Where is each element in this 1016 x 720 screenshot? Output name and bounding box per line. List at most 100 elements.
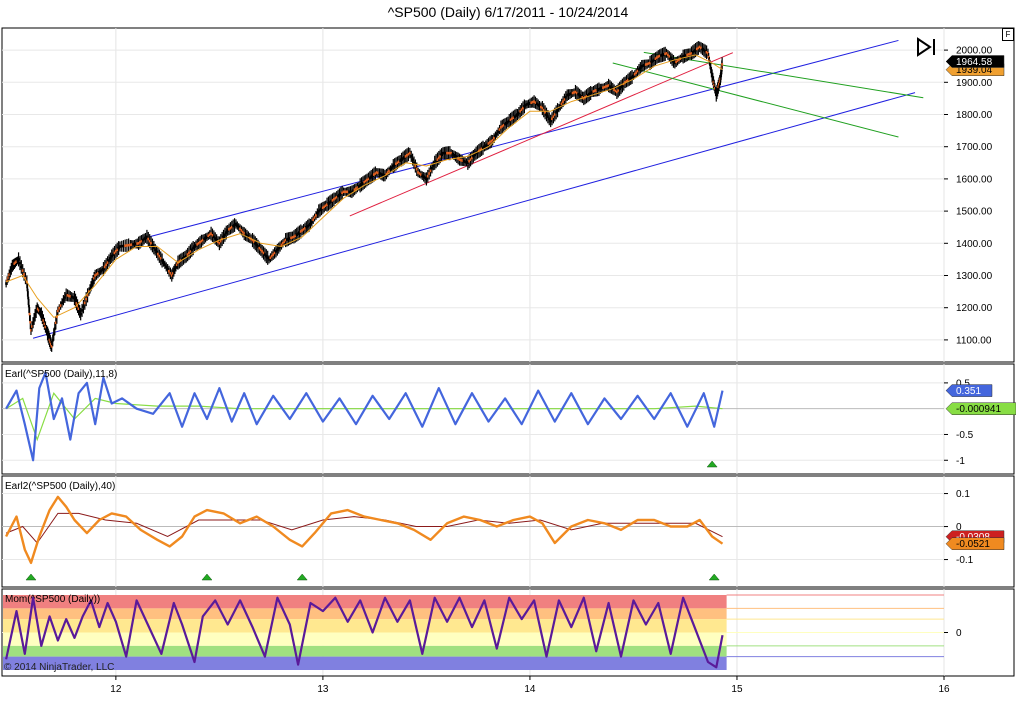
price-candle: [280, 243, 283, 247]
price-candle: [214, 237, 217, 240]
price-candle: [291, 236, 294, 239]
price-candle: [352, 189, 355, 192]
price-candle: [161, 259, 164, 262]
price-candle: [27, 304, 30, 308]
price-candle: [382, 173, 385, 177]
price-candle: [44, 325, 47, 329]
price-candle: [225, 231, 228, 234]
price-candle: [527, 102, 530, 106]
price-candle: [21, 269, 24, 272]
price-candle: [441, 151, 444, 155]
price-candle: [348, 190, 351, 194]
price-candle: [49, 340, 52, 344]
price-candle: [201, 238, 204, 242]
price-candle: [125, 244, 128, 247]
price-candle: [327, 202, 330, 205]
price-candle: [559, 104, 562, 108]
price-candle: [9, 270, 12, 274]
price-candle: [13, 262, 16, 265]
f-button[interactable]: F: [1002, 28, 1014, 41]
price-candle: [490, 140, 493, 143]
price-candle: [428, 172, 431, 175]
price-candle: [98, 270, 101, 274]
signal-arrow: [706, 460, 718, 468]
price-candle: [321, 206, 324, 210]
price-candle: [468, 159, 471, 163]
grid-lines: [2, 28, 945, 676]
price-candle: [516, 113, 519, 116]
price-candle: [54, 321, 57, 325]
price-candle: [170, 274, 173, 277]
price-candle: [85, 297, 88, 301]
momentum-band: [3, 656, 727, 670]
price-candle: [562, 100, 565, 103]
price-candle: [163, 263, 166, 267]
price-candle: [113, 251, 116, 255]
price-candle: [443, 151, 446, 155]
price-candle: [46, 332, 49, 335]
price-candle: [28, 312, 31, 316]
price-candle: [106, 261, 109, 264]
channel-line: [349, 52, 734, 217]
price-candle: [410, 155, 413, 158]
price-candle: [662, 53, 665, 56]
price-candle: [448, 151, 451, 155]
price-candle: [437, 156, 440, 160]
play-icon[interactable]: [916, 37, 938, 57]
price-candle: [669, 56, 672, 60]
price-candle: [339, 192, 342, 196]
price-candle: [93, 276, 96, 280]
y-tick-label: 1400.00: [956, 239, 993, 250]
price-candle: [415, 167, 418, 171]
price-candle: [331, 199, 334, 202]
price-candle: [147, 237, 150, 241]
price-candle: [378, 172, 381, 175]
axes-layer: 12 13 14 15 16 1100.00 1200.00 1300.00 1400.00 15…: [2, 46, 993, 695]
price-candle: [650, 60, 653, 64]
price-candle: [74, 299, 77, 303]
price-candle: [11, 264, 14, 268]
ma-value-badge-text: 1939.04: [956, 65, 993, 76]
price-candle: [563, 98, 566, 101]
price-candle: [247, 235, 250, 239]
price-candle: [233, 223, 236, 227]
price-candle: [312, 218, 315, 221]
price-candle: [464, 160, 467, 164]
price-candle: [200, 239, 203, 243]
price-candle: [53, 327, 56, 330]
price-candle: [81, 309, 84, 312]
price-candle: [276, 248, 279, 252]
price-candle: [356, 186, 359, 189]
price-candle: [244, 233, 247, 237]
price-candle: [694, 48, 697, 52]
price-candle: [526, 103, 529, 106]
price-candle: [154, 248, 157, 252]
price-candle: [519, 109, 522, 113]
channel-line: [32, 92, 916, 339]
price-candle: [185, 254, 188, 258]
price-candle: [617, 89, 620, 92]
price-candle: [290, 236, 293, 240]
price-candle: [520, 108, 523, 111]
price-candle: [91, 282, 94, 285]
price-candle: [26, 288, 29, 292]
price-candle: [403, 156, 406, 159]
price-candle: [301, 229, 304, 232]
price-candle: [693, 49, 696, 53]
price-candle: [168, 269, 171, 273]
price-candle: [523, 105, 526, 108]
price-candle: [349, 190, 352, 194]
price-candle: [288, 237, 291, 240]
earl-signal-line: [5, 391, 723, 442]
price-candle: [319, 208, 322, 212]
price-candle: [317, 209, 320, 213]
price-candle: [517, 111, 520, 115]
price-candle: [567, 93, 570, 96]
price-candle: [94, 274, 97, 277]
channel-line: [148, 39, 899, 238]
price-candle: [676, 59, 679, 63]
price-candle: [555, 111, 558, 114]
price-candle: [255, 243, 258, 247]
price-candle: [287, 237, 290, 241]
price-candle: [215, 238, 218, 242]
